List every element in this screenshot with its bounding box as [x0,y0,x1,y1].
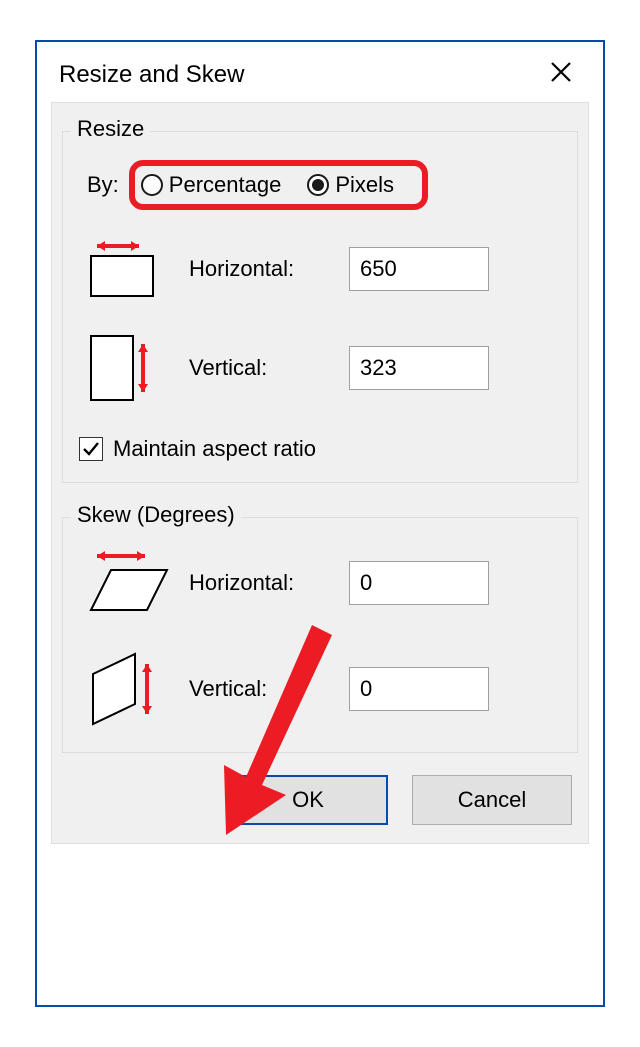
resize-group-label: Resize [71,116,150,142]
radio-percentage[interactable]: Percentage [141,172,282,198]
resize-horizontal-icon [79,238,189,300]
cancel-button[interactable]: Cancel [412,775,572,825]
skew-horizontal-label: Horizontal: [189,570,349,596]
resize-vertical-icon [79,328,189,408]
maintain-aspect-checkbox[interactable] [79,437,103,461]
resize-by-row: By: Percentage Pixels [79,160,561,210]
skew-vertical-label: Vertical: [189,676,349,702]
resize-vertical-row: Vertical: [79,328,561,408]
highlight-annotation: Percentage Pixels [129,160,428,210]
skew-horizontal-input[interactable] [349,561,489,605]
radio-circle-checked-icon [307,174,329,196]
close-icon[interactable] [541,58,581,92]
radio-pixels[interactable]: Pixels [307,172,394,198]
resize-group: Resize By: Percentage Pixels [62,131,578,483]
titlebar: Resize and Skew [37,42,603,102]
skew-vertical-input[interactable] [349,667,489,711]
resize-horizontal-input[interactable] [349,247,489,291]
resize-horizontal-row: Horizontal: [79,238,561,300]
skew-group-label: Skew (Degrees) [71,502,241,528]
skew-horizontal-icon [79,548,189,618]
resize-by-label: By: [87,172,119,198]
dialog-title: Resize and Skew [59,61,244,89]
dialog-body: Resize By: Percentage Pixels [51,102,589,844]
ok-button[interactable]: OK [228,775,388,825]
maintain-aspect-row: Maintain aspect ratio [79,436,561,462]
dialog-buttons: OK Cancel [62,775,578,825]
maintain-aspect-label: Maintain aspect ratio [113,436,316,462]
skew-vertical-row: Vertical: [79,646,561,732]
radio-pixels-label: Pixels [335,172,394,198]
resize-skew-dialog: Resize and Skew Resize By: Percentage Pi… [35,40,605,1007]
skew-group: Skew (Degrees) Horizontal: [62,517,578,753]
resize-vertical-input[interactable] [349,346,489,390]
radio-circle-icon [141,174,163,196]
resize-vertical-label: Vertical: [189,355,349,381]
skew-horizontal-row: Horizontal: [79,548,561,618]
radio-percentage-label: Percentage [169,172,282,198]
resize-horizontal-label: Horizontal: [189,256,349,282]
skew-vertical-icon [79,646,189,732]
